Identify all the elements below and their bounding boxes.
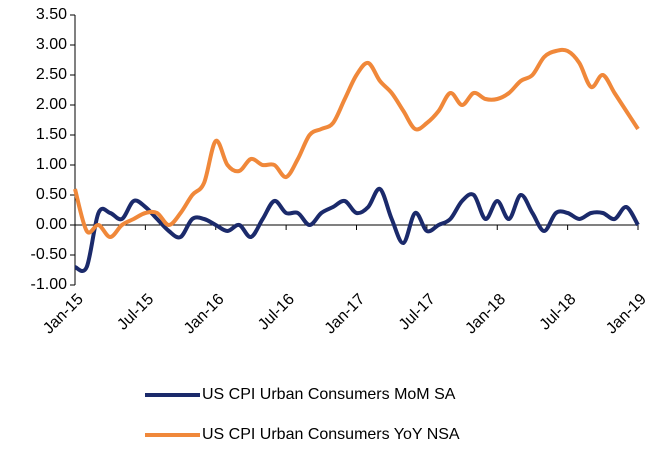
- y-tick-label: 3.00: [36, 36, 67, 53]
- y-tick-label: 1.50: [36, 126, 67, 143]
- x-tick-label: Jan-18: [462, 291, 509, 338]
- series-line: [73, 47, 640, 239]
- y-tick-label: -1.00: [31, 276, 68, 293]
- y-tick-label: 0.00: [36, 216, 67, 233]
- x-tick-label: Jan-19: [603, 291, 650, 338]
- y-tick-label: 2.50: [36, 66, 67, 83]
- x-tick-label: Jan-16: [181, 291, 228, 338]
- y-tick-label: -0.50: [31, 246, 68, 263]
- y-tick-label: 1.00: [36, 156, 67, 173]
- y-tick-label: 2.00: [36, 96, 67, 113]
- x-tick-label: Jan-17: [322, 291, 369, 338]
- x-tick-label: Jul-18: [537, 291, 580, 334]
- x-tick-label: Jul-17: [396, 291, 439, 334]
- y-tick-label: 3.50: [36, 6, 67, 23]
- x-tick-label: Jul-16: [255, 291, 298, 334]
- y-tick-label: 0.50: [36, 186, 67, 203]
- x-tick-label: Jan-15: [40, 291, 87, 338]
- series-line: [74, 186, 640, 273]
- x-tick-label: Jul-15: [114, 291, 157, 334]
- legend-label: US CPI Urban Consumers YoY NSA: [202, 426, 460, 443]
- legend-label: US CPI Urban Consumers MoM SA: [202, 386, 456, 403]
